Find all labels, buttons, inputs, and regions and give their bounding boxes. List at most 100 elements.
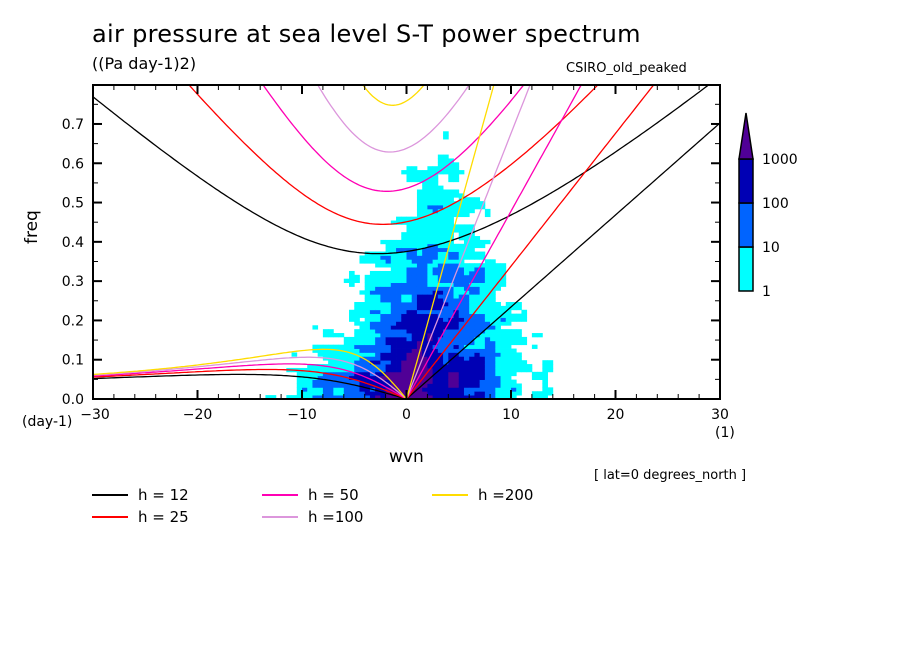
power-cell: [437, 162, 444, 167]
power-cell: [463, 344, 470, 349]
power-cell: [511, 317, 517, 322]
power-cell: [479, 255, 486, 260]
power-cell: [505, 352, 512, 357]
power-cell: [437, 197, 444, 202]
power-cell: [406, 216, 413, 221]
power-cell: [411, 325, 418, 330]
power-cell: [500, 367, 507, 373]
power-cell: [427, 251, 434, 256]
power-cell: [354, 336, 360, 342]
power-cell: [328, 333, 334, 338]
power-cell: [317, 344, 324, 349]
power-cell: [359, 305, 366, 311]
power-cell: [406, 270, 413, 276]
power-cell: [422, 333, 428, 338]
power-cell: [500, 305, 507, 311]
power-cell: [448, 189, 454, 194]
power-cell: [448, 360, 454, 365]
power-cell: [364, 379, 371, 384]
power-cell: [375, 286, 381, 291]
power-cell: [474, 371, 481, 377]
power-cell: [458, 278, 465, 283]
power-cell: [427, 177, 434, 183]
power-cell: [474, 352, 481, 357]
power-cell: [401, 344, 407, 349]
power-cell: [453, 177, 460, 183]
power-cell: [432, 267, 439, 272]
power-cell: [401, 278, 407, 283]
power-cell: [369, 290, 376, 295]
colorbar-label: 1000: [762, 152, 798, 168]
power-cell: [375, 371, 381, 377]
power-cell: [343, 340, 350, 346]
power-cell: [458, 170, 465, 175]
power-cell: [390, 387, 397, 392]
power-cell: [490, 387, 496, 392]
power-cell: [375, 379, 381, 384]
power-cell: [463, 317, 470, 322]
power-cell: [411, 251, 418, 256]
power-cell: [401, 243, 407, 249]
power-cell: [401, 302, 407, 307]
power-cell: [349, 364, 355, 369]
power-cell: [338, 333, 345, 338]
power-cell: [416, 189, 423, 194]
power-cell: [411, 360, 418, 365]
power-cell: [521, 317, 528, 322]
power-cell: [354, 329, 360, 334]
power-cell: [463, 247, 470, 252]
power-cell: [458, 251, 465, 256]
power-cell: [396, 274, 402, 280]
power-cell: [537, 395, 543, 399]
power-cell: [469, 290, 475, 295]
power-cell: [448, 251, 454, 256]
power-cell: [505, 321, 512, 326]
power-cell: [448, 263, 454, 268]
power-cell: [312, 364, 319, 369]
power-cell: [422, 212, 428, 218]
power-cell: [422, 220, 428, 225]
power-cell: [416, 236, 423, 241]
power-cell: [437, 170, 444, 175]
power-cell: [458, 391, 465, 396]
power-cell: [401, 247, 407, 252]
power-cell: [416, 294, 423, 299]
power-cell: [521, 340, 528, 346]
power-cell: [463, 251, 470, 256]
power-cell: [354, 367, 360, 373]
power-cell: [411, 302, 418, 307]
power-cell: [437, 243, 444, 249]
power-cell: [427, 356, 434, 361]
power-cell: [369, 340, 376, 346]
power-cell: [380, 329, 387, 334]
power-cell: [396, 267, 402, 272]
power-cell: [390, 333, 397, 338]
power-cell: [469, 274, 475, 280]
power-cell: [375, 325, 381, 330]
power-cell: [427, 325, 434, 330]
power-cell: [427, 263, 434, 268]
power-cell: [458, 259, 465, 264]
power-cell: [364, 302, 371, 307]
power-cell: [322, 387, 329, 392]
power-cell: [354, 344, 360, 349]
power-cell: [469, 333, 475, 338]
power-cell: [458, 247, 465, 252]
power-cell: [396, 270, 402, 276]
power-cell: [474, 391, 481, 396]
power-cell: [463, 325, 470, 330]
power-cell: [490, 309, 496, 315]
power-cell: [390, 364, 397, 369]
power-cell: [490, 348, 496, 353]
power-cell: [453, 336, 460, 342]
power-cell: [307, 391, 313, 396]
power-cell: [463, 274, 470, 280]
power-cell: [385, 302, 392, 307]
power-cell: [427, 239, 434, 245]
power-cell: [542, 391, 548, 396]
power-cell: [302, 371, 308, 377]
power-cell: [427, 224, 434, 229]
dispersion-curve-h25-rossby: [93, 368, 407, 399]
power-cell: [495, 360, 501, 365]
power-cell: [338, 367, 345, 373]
